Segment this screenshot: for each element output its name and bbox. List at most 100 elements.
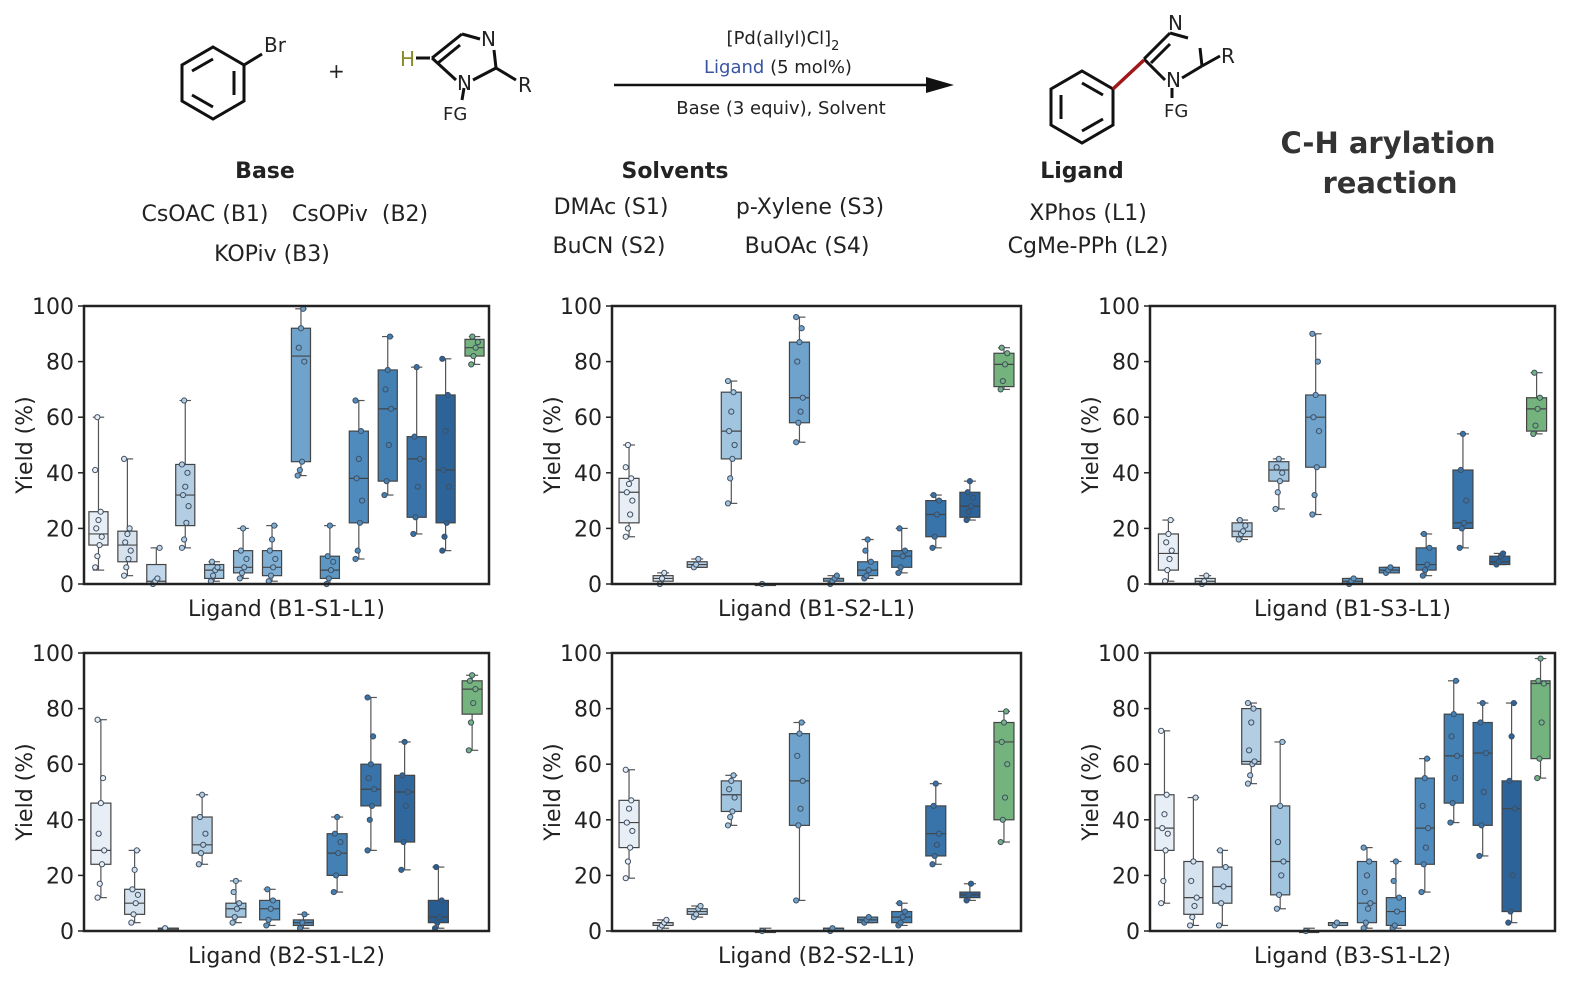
ligand-header: Ligand <box>1040 159 1124 184</box>
y-tick-label: 40 <box>46 462 74 487</box>
data-point <box>1245 747 1253 754</box>
reaction-arrow <box>614 77 954 93</box>
data-point <box>935 497 943 504</box>
y-tick-label: 0 <box>1126 573 1140 598</box>
box-iqr <box>1268 461 1290 482</box>
data-point <box>930 802 937 810</box>
data-point <box>209 572 217 579</box>
data-point <box>1313 464 1320 471</box>
data-point <box>470 352 477 360</box>
box-iqr <box>1501 780 1522 913</box>
data-point <box>298 458 306 465</box>
data-point <box>1274 838 1282 846</box>
data-point <box>334 813 341 821</box>
data-point <box>1272 505 1279 513</box>
data-point <box>899 553 906 560</box>
data-point <box>94 716 101 723</box>
hydrogen-label: H <box>400 47 415 71</box>
data-point <box>1456 544 1463 551</box>
data-point <box>932 780 939 787</box>
data-point <box>1459 430 1467 437</box>
box-1 <box>618 441 640 540</box>
box-1 <box>90 716 112 901</box>
data-point <box>661 569 668 576</box>
data-point <box>1538 719 1545 726</box>
reaction-scheme: Br + H N N R FG [Pd(allyl)Cl]2 Ligand (5… <box>180 11 1496 200</box>
data-point <box>1247 772 1254 779</box>
data-point <box>623 489 630 496</box>
data-point <box>131 866 138 873</box>
data-point <box>731 794 738 801</box>
data-point <box>1220 883 1227 890</box>
data-point <box>935 830 943 837</box>
data-point <box>236 900 243 907</box>
data-point <box>901 908 909 915</box>
data-point <box>127 547 134 554</box>
data-point <box>1364 905 1372 912</box>
data-point <box>1506 777 1513 784</box>
data-point <box>897 919 904 926</box>
data-point <box>232 877 239 885</box>
box-iqr <box>925 805 947 857</box>
data-point <box>1240 528 1247 535</box>
y-tick-label: 100 <box>32 295 74 320</box>
ligand-item-l2: CgMe-PPh (L2) <box>1008 234 1169 259</box>
data-point <box>1457 466 1464 474</box>
y-tick-label: 60 <box>46 406 74 431</box>
x-axis-label: Ligand (B2-S2-L1) <box>718 944 915 969</box>
data-point <box>797 805 804 812</box>
data-point <box>442 428 449 435</box>
data-point <box>439 547 446 554</box>
box-10 <box>925 780 947 868</box>
data-point <box>125 555 132 563</box>
data-point <box>799 394 806 401</box>
plot-frame <box>82 304 491 586</box>
data-point <box>724 500 732 507</box>
data-point <box>444 391 451 399</box>
data-point <box>964 489 971 496</box>
product-n-top: N <box>1168 11 1183 35</box>
data-point <box>624 858 632 865</box>
data-point <box>1537 655 1544 662</box>
data-point <box>181 397 188 404</box>
box-iqr <box>1443 713 1464 804</box>
y-tick-label: 60 <box>1112 406 1140 431</box>
data-point <box>625 805 633 812</box>
data-point <box>364 847 371 854</box>
y-axis-label: Yield (%) <box>1079 396 1104 494</box>
data-point <box>468 361 475 368</box>
data-point <box>623 819 630 826</box>
data-point <box>353 475 360 482</box>
imidazole-r-label: R <box>518 73 532 97</box>
data-point <box>465 747 472 754</box>
y-tick-label: 100 <box>32 642 74 667</box>
data-point <box>1421 775 1428 782</box>
data-point <box>1309 511 1316 518</box>
data-point <box>864 536 871 543</box>
data-point <box>272 555 279 563</box>
data-point <box>967 503 975 510</box>
box-9 <box>1385 858 1407 932</box>
box-3 <box>686 902 708 921</box>
data-point <box>728 777 735 784</box>
data-point <box>439 355 446 362</box>
box-3 <box>157 925 179 932</box>
data-point <box>967 880 975 887</box>
y-axis-label: Yield (%) <box>1079 743 1104 841</box>
data-point <box>1168 547 1175 554</box>
data-point <box>1312 391 1319 399</box>
data-point <box>794 752 801 759</box>
box-1 <box>1154 727 1175 907</box>
data-point <box>999 377 1006 385</box>
data-point <box>237 547 245 554</box>
data-point <box>264 886 271 893</box>
data-point <box>1186 922 1194 929</box>
data-point <box>297 325 305 332</box>
data-point <box>263 922 270 929</box>
y-tick-label: 0 <box>588 573 602 598</box>
data-point <box>1192 794 1199 801</box>
solvent-item-s4: BuOAc (S4) <box>745 234 870 259</box>
data-point <box>1477 719 1484 726</box>
data-point <box>1392 858 1399 865</box>
data-point <box>933 841 940 848</box>
